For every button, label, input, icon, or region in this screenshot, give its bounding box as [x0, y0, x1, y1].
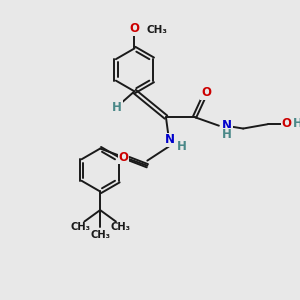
Text: O: O: [201, 86, 211, 99]
Text: N: N: [222, 118, 232, 132]
Text: CH₃: CH₃: [110, 222, 130, 232]
Text: H: H: [112, 100, 122, 114]
Text: H: H: [222, 128, 232, 141]
Text: N: N: [165, 134, 175, 146]
Text: CH₃: CH₃: [146, 25, 167, 34]
Text: H: H: [177, 140, 187, 153]
Text: O: O: [281, 117, 291, 130]
Text: O: O: [118, 151, 129, 164]
Text: O: O: [129, 22, 139, 35]
Text: CH₃: CH₃: [90, 230, 110, 240]
Text: CH₃: CH₃: [70, 222, 90, 232]
Text: H: H: [293, 117, 300, 130]
